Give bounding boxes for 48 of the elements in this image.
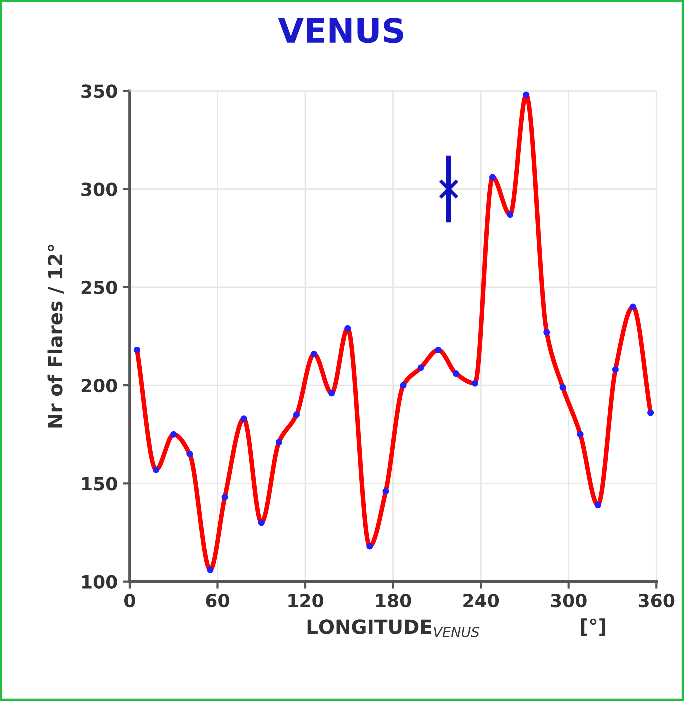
text: [°] [581, 618, 606, 636]
x-tick-label: 240 [464, 594, 500, 608]
point [560, 384, 566, 391]
x-tick-label: 60 [206, 594, 230, 608]
point [186, 450, 194, 458]
point [612, 366, 619, 374]
point [435, 346, 442, 354]
y-tick-label: 150 [82, 477, 118, 491]
point [438, 179, 459, 200]
point [311, 350, 318, 358]
point [382, 488, 390, 495]
x-tick-label: 0 [124, 594, 136, 608]
point [222, 494, 228, 501]
y-axis-title: Nr of Flares / 12° [48, 245, 64, 428]
point [134, 346, 141, 354]
point [418, 364, 424, 372]
point [276, 439, 282, 446]
point [400, 382, 407, 389]
point [258, 520, 265, 526]
point [170, 431, 178, 438]
point [240, 416, 248, 422]
x-tick-label: 360 [639, 594, 675, 608]
point [153, 466, 160, 474]
point [328, 390, 336, 397]
point [523, 92, 530, 98]
point [648, 410, 654, 416]
y-tick-label: 300 [82, 182, 118, 196]
y-tick-label: 200 [82, 379, 118, 393]
point [577, 431, 584, 438]
y-tick-label: 100 [82, 575, 118, 589]
point [293, 412, 300, 418]
x-tick-label: 300 [551, 594, 587, 608]
point [452, 370, 460, 378]
point [630, 304, 636, 310]
point [207, 566, 214, 574]
y-tick-label: 250 [82, 280, 118, 295]
point [490, 174, 496, 181]
point [344, 325, 352, 332]
chart-title: VENUS [278, 18, 404, 44]
x-tick-label: 180 [376, 594, 412, 608]
point [472, 380, 478, 387]
point [594, 502, 602, 509]
y-tick-label: 350 [82, 84, 118, 98]
point [366, 543, 374, 550]
x-tick-label: 120 [288, 594, 324, 608]
x-axis-title: LONGITUDE$_{VENUS}$ [308, 620, 480, 638]
point [544, 329, 550, 336]
point [507, 212, 514, 218]
